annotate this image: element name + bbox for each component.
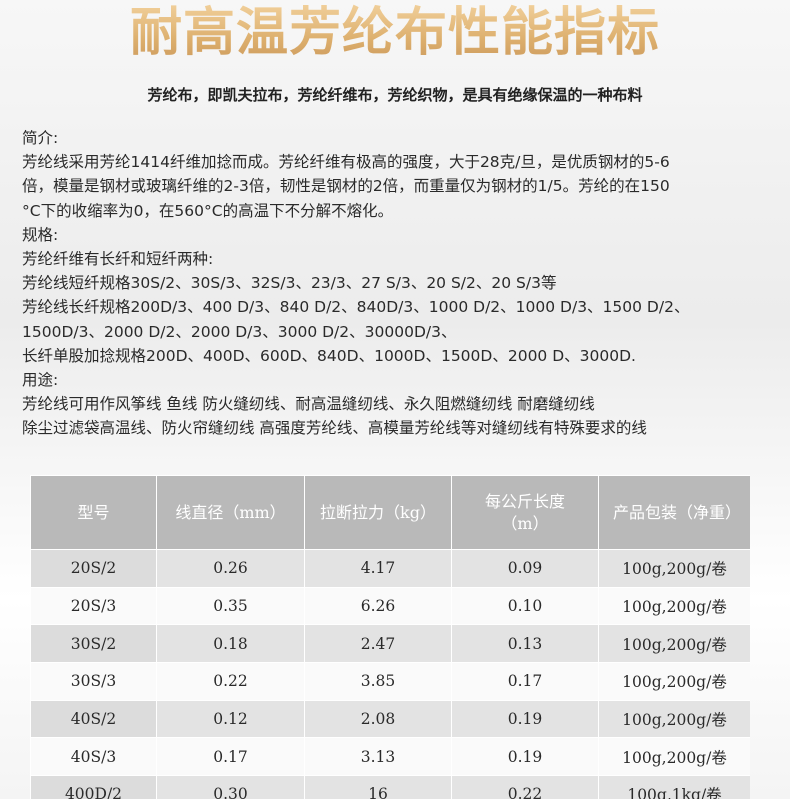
cell-model: 30S/3 [30, 662, 157, 701]
cell-model: 20S/3 [30, 586, 157, 626]
intro-line: 芳纶线采用芳纶1414纤维加捻而成。芳纶纤维有极高的强度，大于28克/旦，是优质… [22, 153, 670, 172]
cell-breaking-force: 3.85 [304, 662, 452, 701]
intro-line: 芳纶线可用作风筝线 鱼线 防火缝纫线、耐高温缝纫线、永久阻燃缝纫线 耐磨缝纫线 [22, 395, 595, 414]
cell-breaking-force: 3.13 [304, 737, 452, 777]
cell-breaking-force: 16 [304, 775, 452, 799]
cell-breaking-force: 4.17 [304, 549, 452, 588]
table-row: 30S/2 0.18 2.47 0.13 100g,200g/卷 [30, 624, 750, 664]
intro-line: 倍，模量是钢材或玻璃纤维的2-3倍，韧性是钢材的2倍，而重量仅为钢材的1/5。芳… [22, 177, 670, 196]
cell-length-per-kg: 0.22 [451, 775, 599, 799]
cell-model: 400D/2 [30, 775, 157, 799]
cell-packaging: 100g,200g/卷 [598, 586, 750, 626]
cell-diameter: 0.30 [156, 775, 305, 799]
table-row: 20S/2 0.26 4.17 0.09 100g,200g/卷 [30, 549, 750, 588]
header-breaking-force: 拉断拉力（kg） [304, 475, 452, 550]
intro-line: 1500D/3、2000 D/2、2000 D/3、3000 D/2、30000… [22, 322, 457, 341]
intro-line: °C下的收缩率为0，在560°C的高温下不分解不熔化。 [22, 201, 394, 220]
cell-model: 30S/2 [30, 624, 157, 664]
table-row: 400D/2 0.30 16 0.22 100g,1kg/卷 [30, 775, 750, 799]
page-title: 耐高温芳纶布性能指标 [0, 0, 790, 68]
page-subtitle: 芳纶布，即凯夫拉布，芳纶纤维布，芳纶织物，是具有绝缘保温的一种布料 [147, 86, 643, 104]
cell-length-per-kg: 0.17 [451, 662, 599, 701]
intro-line: 芳纶线短纤规格30S/2、30S/3、32S/3、23/3、27 S/3、20 … [22, 274, 557, 293]
intro-line: 长纤单股加捻规格200D、400D、600D、840D、1000D、1500D、… [22, 346, 636, 365]
cell-packaging: 100g,200g/卷 [598, 624, 750, 664]
header-packaging: 产品包装（净重） [598, 475, 750, 550]
cell-length-per-kg: 0.09 [451, 549, 599, 588]
cell-length-per-kg: 0.10 [451, 586, 599, 626]
cell-length-per-kg: 0.13 [451, 624, 599, 664]
table-row: 30S/3 0.22 3.85 0.17 100g,200g/卷 [30, 662, 750, 701]
cell-diameter: 0.35 [156, 586, 305, 626]
cell-model: 20S/2 [30, 549, 157, 588]
cell-diameter: 0.17 [156, 737, 305, 777]
intro-line: 用途: [22, 371, 59, 390]
intro-text-block: 简介: 芳纶线采用芳纶1414纤维加捻而成。芳纶纤维有极高的强度，大于28克/旦… [22, 126, 772, 441]
cell-diameter: 0.26 [156, 549, 305, 588]
cell-packaging: 100g,200g/卷 [598, 549, 750, 588]
cell-diameter: 0.12 [156, 699, 305, 739]
cell-diameter: 0.18 [156, 624, 305, 664]
header-diameter: 线直径（mm） [156, 475, 305, 550]
cell-model: 40S/3 [30, 737, 157, 777]
intro-line: 除尘过滤袋高温线、防火帘缝纫线 高强度芳纶线、高模量芳纶线等对缝纫线有特殊要求的… [22, 419, 647, 438]
table-row: 40S/2 0.12 2.08 0.19 100g,200g/卷 [30, 699, 750, 739]
cell-model: 40S/2 [30, 699, 157, 739]
cell-packaging: 100g,200g/卷 [598, 699, 750, 739]
cell-length-per-kg: 0.19 [451, 737, 599, 777]
cell-length-per-kg: 0.19 [451, 699, 599, 739]
intro-line: 简介: [22, 129, 59, 147]
header-model: 型号 [30, 475, 157, 550]
table-row: 40S/3 0.17 3.13 0.19 100g,200g/卷 [30, 737, 750, 777]
cell-breaking-force: 2.47 [304, 624, 452, 664]
cell-breaking-force: 6.26 [304, 586, 452, 626]
intro-line: 芳纶纤维有长纤和短纤两种: [22, 250, 214, 269]
cell-packaging: 100g,200g/卷 [598, 662, 750, 701]
spec-table-container: 型号 线直径（mm） 拉断拉力（kg） 每公斤长度（m） 产品包装（净重） 20… [30, 475, 750, 799]
intro-line: 规格: [22, 225, 59, 244]
cell-diameter: 0.22 [156, 662, 305, 701]
spec-table: 型号 线直径（mm） 拉断拉力（kg） 每公斤长度（m） 产品包装（净重） 20… [30, 475, 750, 799]
intro-line: 芳纶线长纤规格200D/3、400 D/3、840 D/2、840D/3、100… [22, 298, 690, 317]
table-header-row: 型号 线直径（mm） 拉断拉力（kg） 每公斤长度（m） 产品包装（净重） [30, 475, 750, 550]
cell-breaking-force: 2.08 [304, 699, 452, 739]
table-row: 20S/3 0.35 6.26 0.10 100g,200g/卷 [30, 586, 750, 626]
header-length-per-kg: 每公斤长度（m） [451, 475, 599, 550]
cell-packaging: 100g,200g/卷 [598, 737, 750, 777]
cell-packaging: 100g,1kg/卷 [598, 775, 750, 799]
